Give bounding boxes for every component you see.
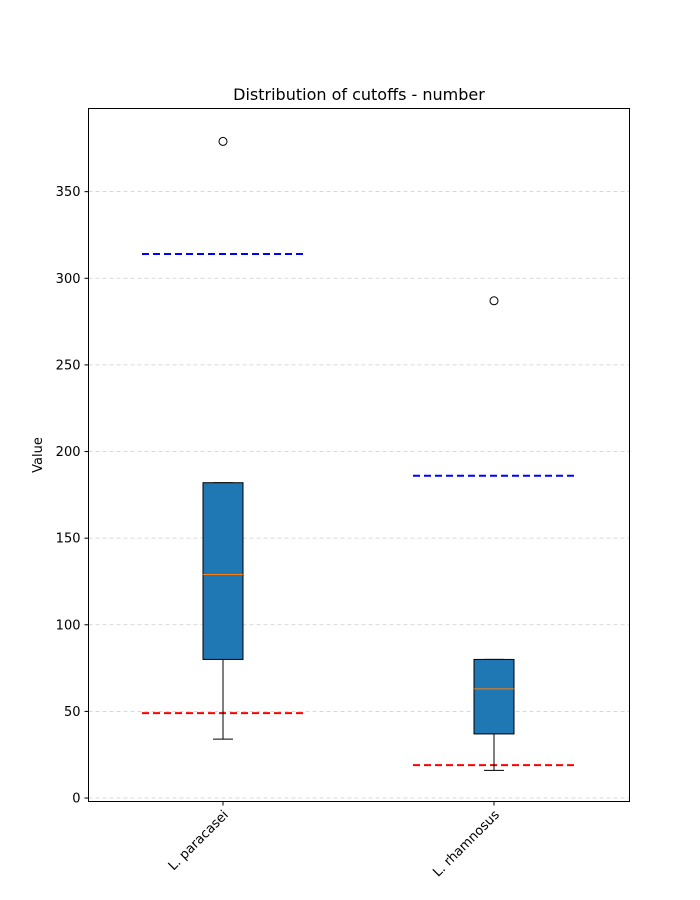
y-tick-label: 150 bbox=[56, 532, 81, 547]
x-axis: L. paracasei L. rhamnosus bbox=[166, 801, 503, 881]
box-group bbox=[473, 296, 515, 771]
y-tick-label: 300 bbox=[56, 272, 81, 287]
y-tick-label: 350 bbox=[56, 185, 81, 200]
y-axis: 0 50 100 150 200 250 300 350 bbox=[56, 185, 89, 807]
y-tick-label: 50 bbox=[64, 705, 81, 720]
y-tick-label: 250 bbox=[56, 358, 81, 373]
chart-title: Distribution of cutoffs - number bbox=[233, 85, 485, 104]
box-iqr bbox=[202, 482, 244, 660]
outlier-point bbox=[218, 136, 228, 146]
boxes bbox=[202, 136, 515, 771]
box-iqr bbox=[473, 658, 515, 735]
y-tick-label: 0 bbox=[72, 792, 80, 807]
y-tick-label: 100 bbox=[56, 618, 81, 633]
x-tick-label: L. rhamnosus bbox=[430, 808, 503, 881]
y-axis-label: Value bbox=[31, 437, 46, 473]
y-tick-label: 200 bbox=[56, 445, 81, 460]
box-group bbox=[202, 136, 244, 740]
outlier-point bbox=[489, 296, 499, 306]
grid-lines bbox=[88, 191, 630, 799]
x-tick-label: L. paracasei bbox=[166, 808, 232, 874]
plot-frame bbox=[88, 108, 630, 802]
